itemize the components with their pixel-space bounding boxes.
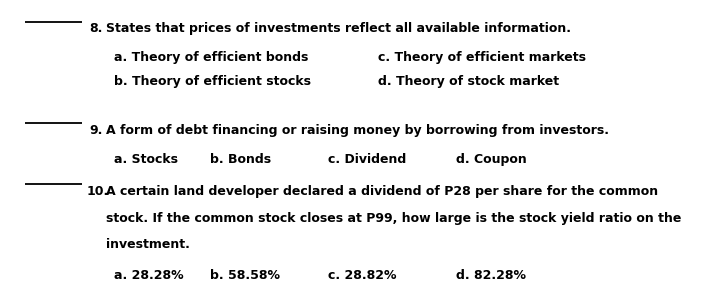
Text: a. 28.28%: a. 28.28% <box>114 269 184 282</box>
Text: investment.: investment. <box>106 238 190 251</box>
Text: 10.: 10. <box>87 185 109 198</box>
Text: c. 28.82%: c. 28.82% <box>328 269 396 282</box>
Text: A form of debt financing or raising money by borrowing from investors.: A form of debt financing or raising mone… <box>106 124 608 137</box>
Text: c. Theory of efficient markets: c. Theory of efficient markets <box>378 51 586 64</box>
Text: b. Bonds: b. Bonds <box>210 153 272 166</box>
Text: d. 82.28%: d. 82.28% <box>456 269 526 282</box>
Text: 9.: 9. <box>89 124 103 137</box>
Text: b. 58.58%: b. 58.58% <box>210 269 280 282</box>
Text: a. Stocks: a. Stocks <box>114 153 178 166</box>
Text: b. Theory of efficient stocks: b. Theory of efficient stocks <box>114 75 311 88</box>
Text: stock. If the common stock closes at P99, how large is the stock yield ratio on : stock. If the common stock closes at P99… <box>106 212 681 225</box>
Text: 8.: 8. <box>89 22 103 35</box>
Text: d. Theory of stock market: d. Theory of stock market <box>378 75 559 88</box>
Text: States that prices of investments reflect all available information.: States that prices of investments reflec… <box>106 22 570 35</box>
Text: A certain land developer declared a dividend of P28 per share for the common: A certain land developer declared a divi… <box>106 185 657 198</box>
Text: c. Dividend: c. Dividend <box>328 153 406 166</box>
Text: d. Coupon: d. Coupon <box>456 153 527 166</box>
Text: a. Theory of efficient bonds: a. Theory of efficient bonds <box>114 51 309 64</box>
